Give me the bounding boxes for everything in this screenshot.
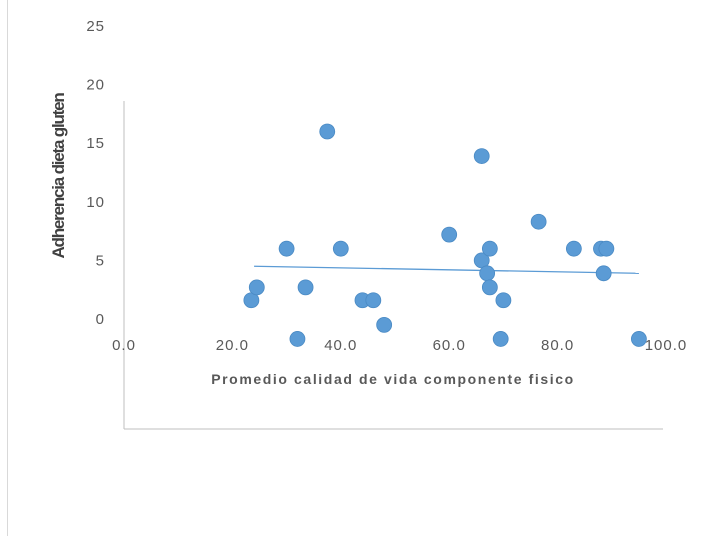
data-point: [297, 279, 314, 296]
data-point: [376, 316, 393, 333]
y-tick-label: 20: [86, 77, 105, 94]
x-axis-ticks: 0.0 20.0 40.0 60.0 80.0 100.0: [112, 337, 688, 354]
data-point: [598, 240, 615, 257]
chart-frame: [7, 0, 707, 536]
data-points: [243, 123, 647, 347]
y-tick-label: 15: [86, 135, 105, 152]
x-tick-label: 60.0: [433, 337, 466, 354]
data-point: [565, 240, 582, 257]
x-tick-label: 0.0: [112, 337, 136, 354]
x-axis-label: Promedio calidad de vida componente fisi…: [211, 371, 575, 387]
data-point: [481, 240, 498, 257]
data-point: [248, 279, 265, 296]
data-point: [289, 331, 306, 347]
trendline: [254, 265, 639, 274]
y-axis-ticks: 0 5 10 15 20 25: [86, 18, 105, 328]
y-tick-label: 0: [96, 311, 105, 328]
y-tick-label: 5: [96, 252, 105, 269]
data-point: [530, 213, 547, 230]
data-point: [492, 331, 509, 347]
x-tick-label: 80.0: [541, 337, 574, 354]
data-point: [365, 292, 382, 309]
data-point: [595, 265, 612, 282]
y-tick-label: 25: [86, 18, 105, 35]
data-point: [631, 331, 647, 347]
trendline-layer: [254, 265, 639, 274]
data-point: [441, 226, 458, 243]
data-point: [332, 240, 349, 257]
y-axis-label: Adherencia dieta gluten: [49, 93, 68, 259]
x-tick-label: 20.0: [216, 337, 249, 354]
data-point: [473, 148, 490, 164]
data-point: [278, 240, 295, 257]
x-tick-label: 100.0: [645, 337, 688, 354]
y-tick-label: 10: [86, 194, 105, 211]
data-point: [481, 279, 498, 296]
x-tick-label: 40.0: [324, 337, 357, 354]
data-point: [495, 292, 512, 309]
data-point: [479, 265, 496, 282]
data-point: [319, 123, 336, 140]
